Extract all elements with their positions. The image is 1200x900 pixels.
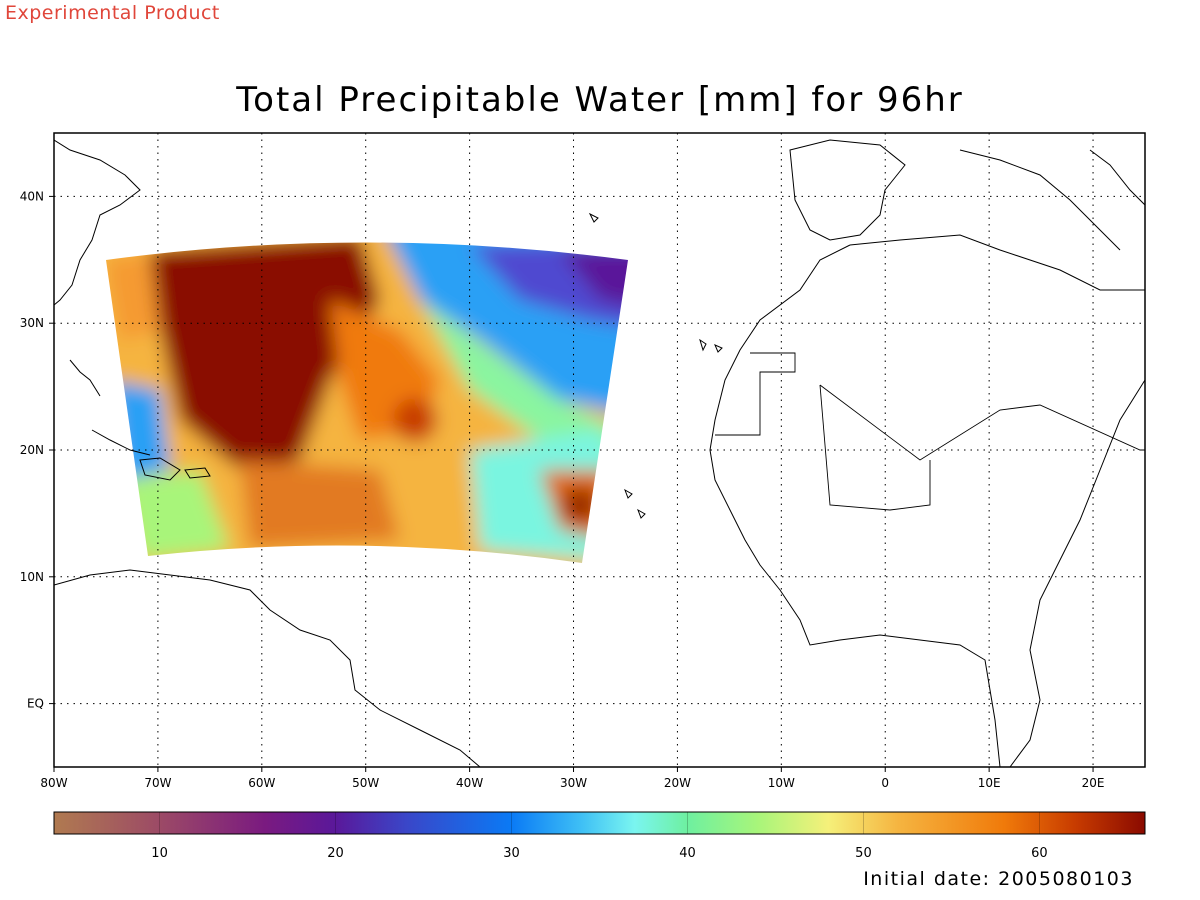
colorbar-tick-label: 20 (327, 846, 344, 861)
coastlines (54, 139, 1145, 767)
lon-tick-label: 50W (352, 776, 379, 790)
lon-tick-label: 10E (978, 776, 1001, 790)
colorbar-ticks: 10 20 30 40 50 60 (151, 812, 1048, 861)
lon-tick-label: 40W (456, 776, 483, 790)
lon-tick-label: 10W (768, 776, 795, 790)
lon-tick-label: 20E (1082, 776, 1105, 790)
lon-tick-label: 0 (881, 776, 889, 790)
colorbar-tick-label: 40 (679, 846, 696, 861)
map-title: Total Precipitable Water [mm] for 96hr (236, 80, 964, 120)
axis-tick-labels: 80W 70W 60W 50W 40W 30W 20W 10W 0 10E 20E EQ 10N 20N 3… (20, 189, 1105, 790)
lon-tick-label: 20W (664, 776, 691, 790)
initial-date-label: Initial date: 2005080103 (863, 868, 1134, 890)
colorbar-tick-label: 10 (151, 846, 168, 861)
lat-tick-label: 40N (20, 189, 44, 203)
colorbar (53, 811, 1146, 835)
colorbar-tick-label: 60 (1031, 846, 1048, 861)
lon-tick-label: 30W (560, 776, 587, 790)
lat-tick-label: 30N (20, 316, 44, 330)
lat-tick-label: 10N (20, 570, 44, 584)
lat-tick-label: EQ (27, 697, 44, 711)
lon-tick-label: 60W (248, 776, 275, 790)
experimental-product-label: Experimental Product (5, 2, 220, 24)
precipitable-water-field (106, 242, 628, 563)
lat-tick-label: 20N (20, 443, 44, 457)
lat-lon-grid (54, 133, 1145, 767)
colorbar-tick-label: 50 (855, 846, 872, 861)
lon-tick-label: 70W (144, 776, 171, 790)
colorbar-tick-label: 30 (503, 846, 520, 861)
lon-tick-label: 80W (40, 776, 67, 790)
